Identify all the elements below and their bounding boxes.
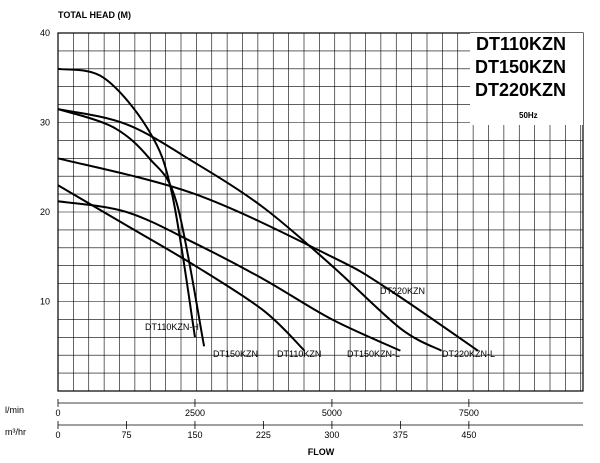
x-axis-title: FLOW — [308, 447, 335, 457]
model-legend-box: DT110KZN DT150KZN DT220KZN 50Hz — [470, 33, 583, 125]
x-tick-label: 225 — [256, 430, 271, 440]
x-tick-label: 450 — [461, 430, 476, 440]
x-tick-label: 7500 — [459, 408, 479, 418]
series-label-dt110kzn-h: DT110KZN-H — [145, 322, 199, 332]
series-curves — [57, 67, 479, 352]
model-name-3: DT220KZN — [475, 80, 566, 100]
curve-dt220kzn — [57, 108, 442, 352]
frequency-label: 50Hz — [519, 111, 538, 120]
x-tick-label: 0 — [55, 408, 60, 418]
x-tick-label: 0 — [55, 430, 60, 440]
curve-dt150kzn-l — [57, 200, 401, 352]
y-tick-label: 30 — [40, 118, 50, 128]
curve-dt110kzn-h — [57, 67, 196, 338]
x-tick-label: 5000 — [322, 408, 342, 418]
curve-dt110kzn — [57, 184, 306, 352]
curve-dt220kzn-l — [57, 157, 479, 352]
series-labels: DT110KZN-H DT150KZN DT110KZN DT150KZN-L DT22… — [145, 286, 495, 359]
x-tick-label: 300 — [324, 430, 339, 440]
series-label-dt220kzn: DT220KZN — [380, 286, 425, 296]
y-tick-label: 40 — [40, 28, 50, 38]
plot-frame — [57, 32, 584, 392]
y-tick-label: 20 — [40, 207, 50, 217]
y-axis-title: TOTAL HEAD (M) — [58, 10, 131, 20]
x-tick-label: 150 — [187, 430, 202, 440]
x-unit-label: m³/hr — [5, 427, 26, 437]
curve-dt150kzn — [57, 108, 206, 347]
x-tick-label: 375 — [393, 430, 408, 440]
series-label-dt150kzn: DT150KZN — [213, 349, 258, 359]
series-label-dt220kzn-l: DT220KZN-L — [442, 349, 495, 359]
series-label-dt150kzn-l: DT150KZN-L — [347, 349, 400, 359]
y-tick-label: 10 — [40, 297, 50, 307]
model-name-2: DT150KZN — [475, 57, 566, 77]
x-unit-label: l/min — [5, 405, 24, 415]
x-tick-label: 75 — [121, 430, 131, 440]
model-name-1: DT110KZN — [476, 34, 566, 54]
axes: 10 20 30 40 l/min 0 2500 5000 7500 m³/hr 0 75 150 225… — [5, 28, 584, 440]
x-tick-label: 2500 — [185, 408, 205, 418]
series-label-dt110kzn: DT110KZN — [277, 349, 321, 359]
